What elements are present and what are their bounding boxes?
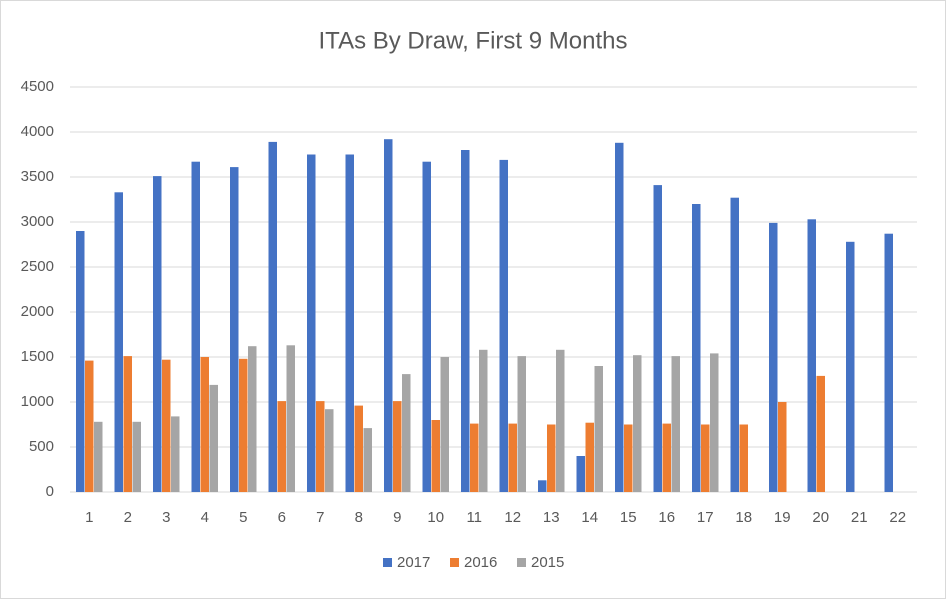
x-tick-label: 17 [697, 509, 714, 526]
bar [479, 349, 488, 492]
x-tick-label: 5 [239, 509, 247, 526]
bar [846, 241, 855, 492]
bar [585, 422, 594, 492]
bar [470, 423, 479, 492]
bar [807, 219, 816, 493]
bar [739, 424, 748, 492]
bar [76, 231, 85, 492]
bar [85, 360, 94, 492]
bar [710, 353, 719, 492]
bar [132, 421, 141, 492]
legend-swatch [450, 558, 459, 567]
bar [239, 358, 248, 492]
bar [624, 424, 633, 492]
bar [171, 416, 180, 492]
x-tick-label: 13 [543, 509, 560, 526]
bar [384, 139, 393, 492]
bar [701, 424, 710, 492]
bar [363, 428, 372, 492]
legend-swatch [383, 558, 392, 567]
y-tick-label: 3500 [21, 168, 54, 185]
x-tick-label: 1 [85, 509, 93, 526]
bar [286, 345, 295, 492]
y-tick-label: 1000 [21, 393, 54, 410]
x-tick-label: 19 [774, 509, 791, 526]
bar [615, 142, 624, 493]
bar [123, 356, 132, 492]
bar [431, 420, 440, 492]
bar [884, 233, 893, 492]
bar [547, 424, 556, 492]
x-tick-label: 8 [355, 509, 363, 526]
x-tick-label: 16 [658, 509, 675, 526]
bar [209, 384, 218, 492]
y-tick-label: 3000 [21, 213, 54, 230]
bar [576, 456, 585, 492]
bar [662, 423, 671, 492]
bar [556, 349, 565, 492]
x-tick-label: 7 [316, 509, 324, 526]
x-tick-label: 12 [504, 509, 521, 526]
x-tick-label: 3 [162, 509, 170, 526]
x-tick-label: 10 [427, 509, 444, 526]
x-tick-label: 18 [735, 509, 752, 526]
bar [778, 402, 787, 492]
y-tick-label: 4500 [21, 78, 54, 95]
bar [268, 141, 277, 492]
bar [191, 161, 200, 492]
bar [816, 375, 825, 492]
bar [162, 359, 171, 492]
x-tick-label: 15 [620, 509, 637, 526]
legend-label: 2017 [397, 554, 430, 571]
bar [517, 356, 526, 492]
bar [402, 374, 411, 492]
x-tick-label: 9 [393, 509, 401, 526]
bar [653, 185, 662, 492]
x-tick-label: 20 [812, 509, 829, 526]
bar [230, 167, 239, 492]
bar [671, 356, 680, 492]
bar [277, 401, 286, 492]
bar [633, 355, 642, 492]
bar [692, 204, 701, 492]
bar [153, 176, 162, 492]
y-tick-label: 0 [46, 483, 54, 500]
x-tick-label: 11 [466, 509, 482, 526]
bar [94, 421, 103, 492]
bar [393, 401, 402, 492]
x-tick-label: 21 [851, 509, 868, 526]
bar [440, 357, 449, 492]
legend-label: 2015 [531, 554, 564, 571]
y-tick-label: 4000 [21, 123, 54, 140]
bar [316, 401, 325, 492]
y-tick-label: 500 [29, 438, 54, 455]
bar [508, 423, 517, 492]
bar [461, 150, 470, 492]
legend-swatch [517, 558, 526, 567]
y-tick-label: 2500 [21, 258, 54, 275]
bar [538, 480, 547, 492]
y-tick-label: 1500 [21, 348, 54, 365]
bar [200, 357, 209, 492]
x-tick-label: 14 [581, 509, 598, 526]
bar [307, 154, 316, 492]
chart-title: ITAs By Draw, First 9 Months [319, 27, 628, 54]
bar [248, 346, 257, 492]
x-tick-label: 2 [124, 509, 132, 526]
x-tick-label: 22 [889, 509, 906, 526]
bar [422, 161, 431, 492]
bar [354, 405, 363, 492]
y-tick-label: 2000 [21, 303, 54, 320]
bar [499, 159, 508, 492]
legend-label: 2016 [464, 554, 497, 571]
bar [769, 222, 778, 492]
bar [594, 366, 603, 492]
bar [730, 197, 739, 492]
bar [114, 192, 123, 493]
x-tick-label: 4 [201, 509, 209, 526]
bar [345, 154, 354, 492]
bar [325, 409, 334, 492]
x-tick-label: 6 [278, 509, 286, 526]
